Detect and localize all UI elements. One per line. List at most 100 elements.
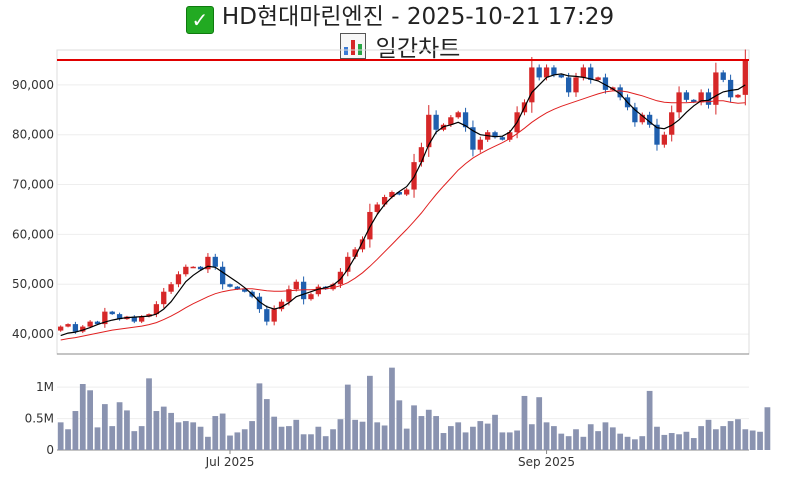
candle-body (602, 77, 609, 90)
chart-title: ✓ HD현대마린엔진 - 2025-10-21 17:29 (0, 2, 800, 34)
candle (168, 281, 174, 294)
candle-body (426, 114, 432, 148)
candle-body (720, 72, 726, 80)
volume-bar (521, 395, 528, 450)
candle-body (558, 74, 564, 78)
candle-body (565, 77, 572, 93)
volume-bar (300, 434, 307, 450)
candle-body (374, 204, 380, 212)
volume-bar (109, 426, 116, 450)
candle-body (175, 274, 182, 285)
candle (205, 253, 211, 274)
volume-bar (661, 434, 668, 450)
candle (116, 312, 123, 321)
volume-bar (367, 375, 373, 450)
candle-body (713, 72, 719, 105)
volume-bar (65, 429, 71, 450)
volume-bar (654, 426, 660, 450)
candle-body (507, 132, 513, 140)
volume-bar (403, 428, 410, 450)
candle (713, 62, 719, 115)
candle-body (293, 281, 299, 290)
candle-body (219, 266, 226, 285)
candle-body (536, 67, 542, 78)
volume-bar (153, 411, 160, 450)
candle (161, 287, 167, 308)
candle-body (389, 192, 395, 198)
volume-bar (492, 414, 498, 450)
candle-body (212, 256, 218, 267)
volume-tick-labels: 0 0.5M 1M (25, 380, 54, 457)
candle-body (227, 284, 233, 287)
candle-body (462, 112, 469, 128)
volume-bar (271, 416, 278, 450)
candle (742, 49, 748, 106)
x-tick-label: Sep 2025 (518, 455, 575, 469)
x-tick-labels: Jul 2025 Sep 2025 (205, 450, 575, 469)
candle (433, 110, 439, 135)
volume-bar (573, 429, 579, 450)
candle (345, 252, 351, 277)
candle (602, 73, 609, 94)
volume-bar (315, 426, 322, 450)
candle-body (183, 266, 189, 275)
volume-bar (72, 411, 79, 450)
volume-bar (344, 384, 351, 450)
candle (492, 130, 498, 139)
candle (109, 310, 115, 315)
candle-body (242, 289, 248, 292)
candle-body (433, 114, 439, 130)
candle-body (455, 112, 461, 118)
volume-gridlines (57, 386, 749, 451)
volume-bar (124, 410, 130, 450)
volume-bar (632, 439, 638, 450)
candle (65, 323, 71, 328)
candle-body (278, 301, 285, 310)
volume-bar (470, 426, 476, 450)
candle-body (146, 314, 152, 317)
volume-bar (241, 429, 248, 450)
volume-bar (337, 419, 344, 450)
candle-body (654, 124, 660, 145)
candle (58, 325, 64, 332)
candle (529, 56, 535, 113)
candle-body (477, 139, 483, 150)
volume-bar (205, 436, 211, 450)
candle-body (529, 67, 535, 103)
volume-bar (727, 421, 734, 450)
candle (256, 292, 263, 313)
candle-body (669, 112, 675, 135)
price-tick-labels: 40,000 50,000 60,000 70,000 80,000 90,000 (12, 78, 54, 341)
candle (404, 188, 410, 197)
volume-bar (617, 433, 624, 450)
volume-bar (506, 432, 513, 450)
candle (661, 131, 667, 148)
volume-bar (146, 378, 152, 450)
candle (337, 268, 344, 288)
candle-body (742, 59, 748, 95)
candle-body (683, 92, 690, 100)
price-gridlines (57, 84, 749, 335)
candle (720, 70, 726, 83)
ma-short-line (60, 73, 746, 337)
candle-body (646, 114, 653, 125)
volume-bar (116, 402, 123, 450)
title-datetime: 2025-10-21 17:29 (406, 4, 615, 30)
candle (146, 313, 152, 318)
volume-bar (131, 431, 138, 450)
candle-body (595, 77, 601, 80)
volume-bar (683, 431, 690, 450)
volume-bar (477, 421, 484, 450)
volume-bar (168, 412, 174, 450)
volume-bar (433, 416, 439, 450)
candle-body (448, 117, 454, 125)
candle (617, 84, 623, 101)
volume-bar (749, 430, 756, 450)
price-tick-label: 70,000 (12, 178, 54, 192)
check-mark-icon: ✓ (185, 6, 214, 34)
volume-bar (322, 436, 329, 450)
candle (477, 136, 483, 153)
candle-body (352, 249, 358, 257)
candle (455, 110, 461, 119)
candle-body (256, 296, 263, 310)
